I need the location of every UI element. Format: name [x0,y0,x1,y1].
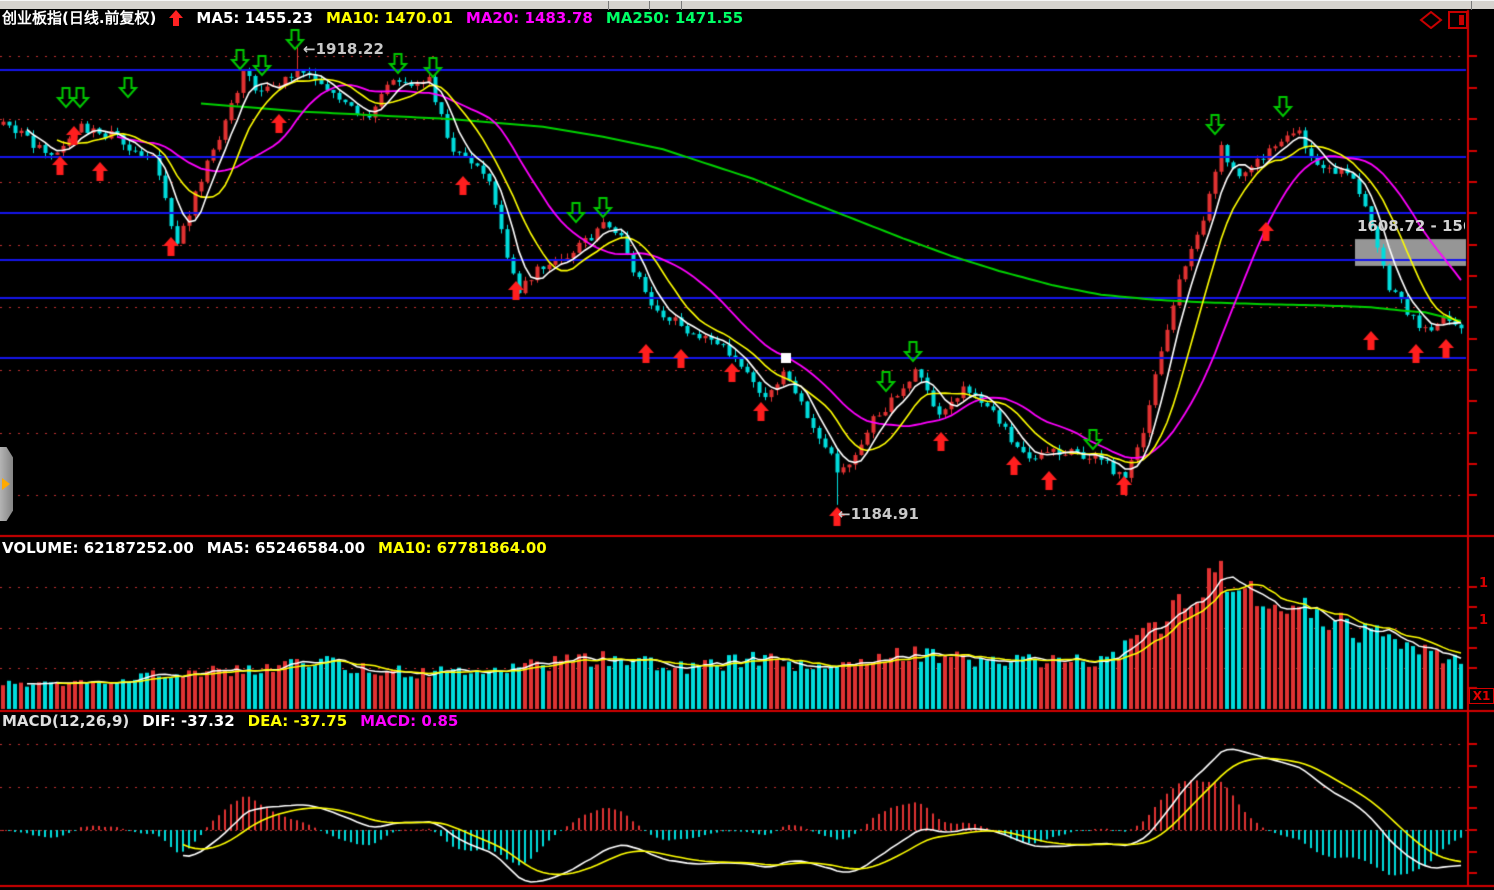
sidebar-expand-tab[interactable] [0,447,13,521]
trend-up-arrow-icon [169,10,184,26]
expand-tab-arrow-icon [2,478,10,490]
trough-price-label: ←1184.91 [838,505,919,523]
ma10-legend: MA10: 1470.01 [325,9,453,27]
peak-price-label: ←1918.22 [303,40,384,58]
window-panes-icon[interactable] [1448,11,1468,29]
volume-value-label: VOLUME: 62187252.00 [2,539,194,557]
chart-corner-buttons [1419,11,1468,29]
macd-value-legend: MACD: 0.85 [360,712,459,730]
toolbar-divider [1471,1,1472,10]
main-chart-header: 创业板指(日线.前复权) MA5: 1455.23 MA10: 1470.01 … [2,10,743,26]
volume-ma5-legend: MA5: 65246584.00 [206,539,366,557]
volume-axis-label-clipped: 1 [1479,576,1489,591]
ma250-legend: MA250: 1471.55 [605,9,744,27]
toolbar-divider [608,1,609,10]
dif-legend: DIF: -37.32 [142,712,235,730]
price-range-band-label: 1608.72 - 156 [1357,217,1465,235]
top-toolbar-edge [0,0,1494,10]
macd-header: MACD(12,26,9) DIF: -37.32 DEA: -37.75 MA… [2,713,458,729]
macd-params-label: MACD(12,26,9) [2,712,130,730]
toolbar-divider [649,1,650,10]
instrument-title: 创业板指(日线.前复权) [2,9,157,27]
scale-x1-badge: X1 [1469,688,1494,704]
ma5-legend: MA5: 1455.23 [196,9,313,27]
volume-axis-label-clipped: 1 [1479,613,1489,628]
toolbar-divider [681,1,682,10]
diamond-icon[interactable] [1419,11,1443,29]
volume-header: VOLUME: 62187252.00 MA5: 65246584.00 MA1… [2,540,547,556]
ma20-legend: MA20: 1483.78 [465,9,593,27]
dea-legend: DEA: -37.75 [247,712,348,730]
volume-ma10-legend: MA10: 67781864.00 [378,539,547,557]
